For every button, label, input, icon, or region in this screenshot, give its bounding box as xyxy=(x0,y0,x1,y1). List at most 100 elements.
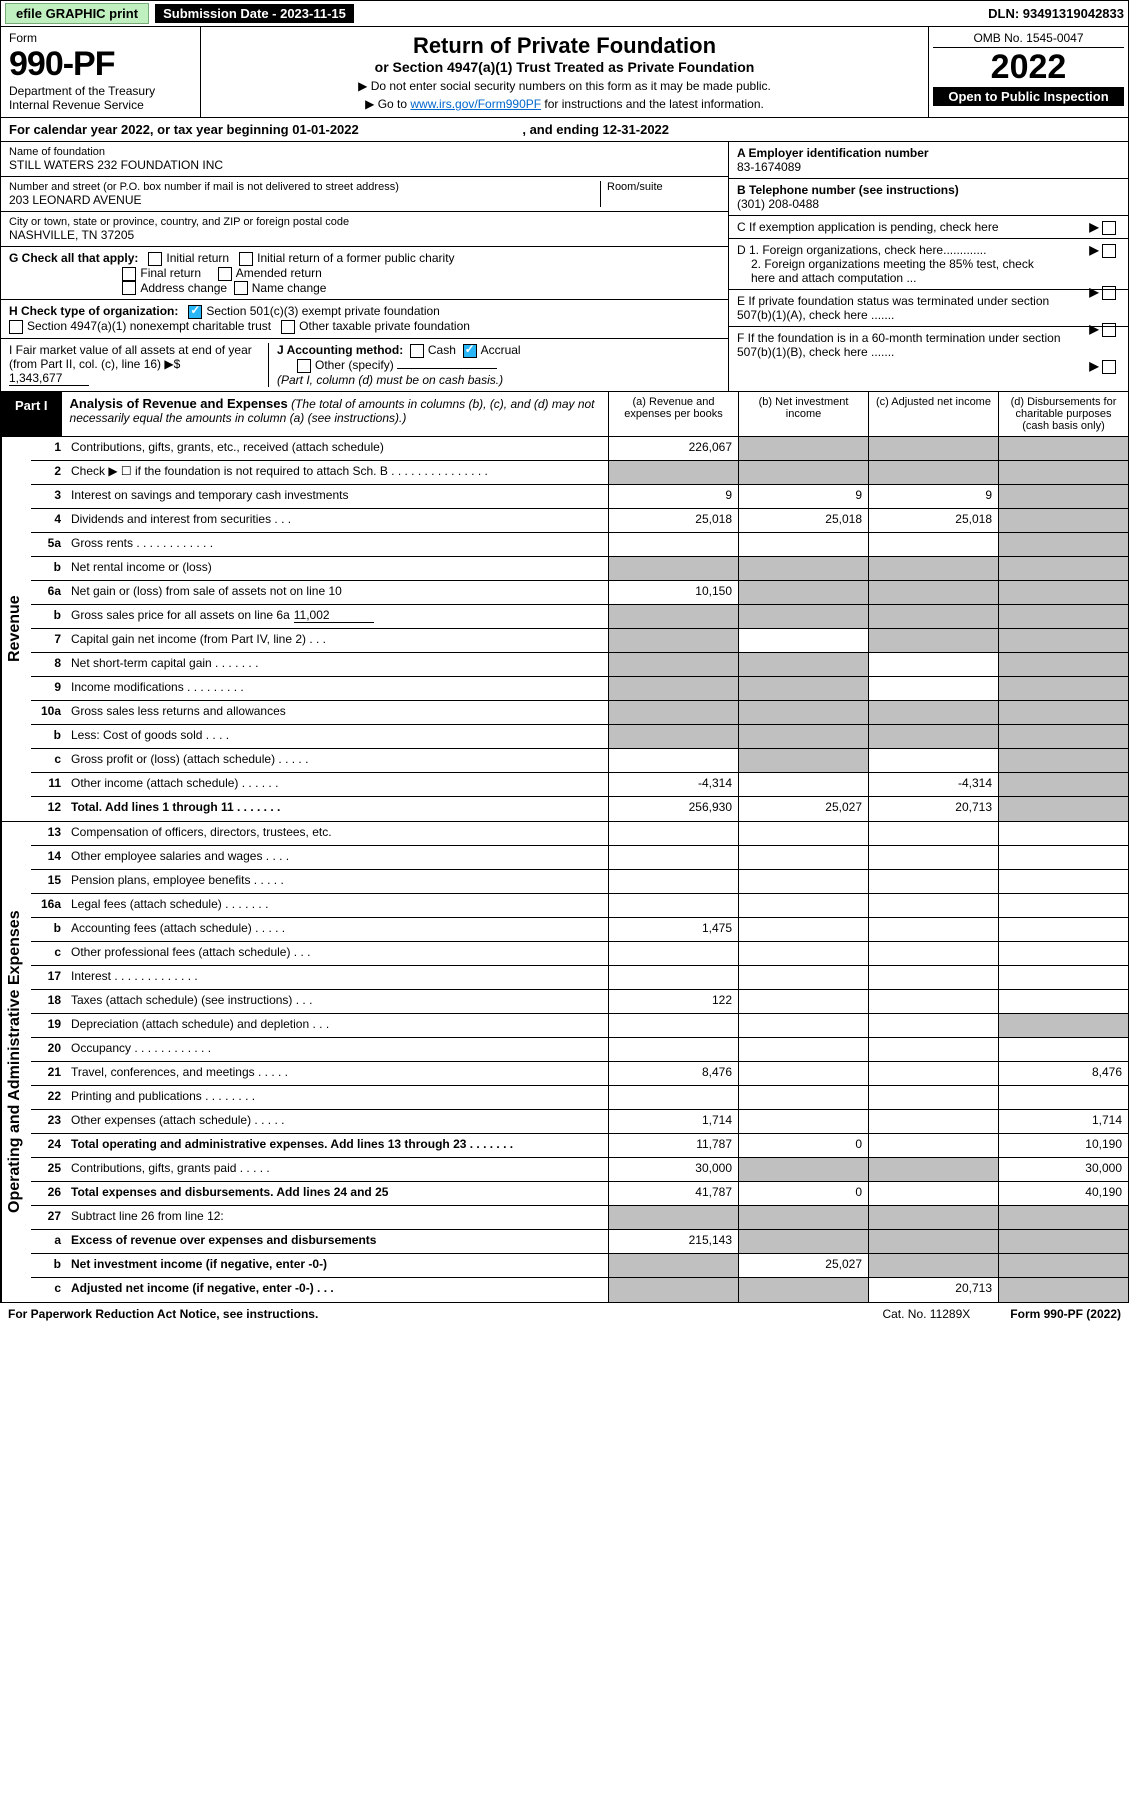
note-post: for instructions and the latest informat… xyxy=(541,97,764,111)
cell-value xyxy=(738,437,868,460)
chk-final-return[interactable] xyxy=(122,267,136,281)
row-description: Income modifications . . . . . . . . . xyxy=(67,677,608,700)
cell-value xyxy=(998,605,1128,628)
chk-initial-former[interactable] xyxy=(239,252,253,266)
cell-value xyxy=(998,1230,1128,1253)
row-number: b xyxy=(31,1254,67,1277)
cell-value xyxy=(998,918,1128,941)
department: Department of the Treasury Internal Reve… xyxy=(9,84,192,112)
chk-initial-return[interactable] xyxy=(148,252,162,266)
cell-value xyxy=(608,1206,738,1229)
table-row: 1Contributions, gifts, grants, etc., rec… xyxy=(31,437,1128,461)
table-row: 15Pension plans, employee benefits . . .… xyxy=(31,870,1128,894)
cell-value xyxy=(738,918,868,941)
row-number: 23 xyxy=(31,1110,67,1133)
chk-address-change[interactable] xyxy=(122,281,136,295)
cell-value xyxy=(738,1110,868,1133)
chk-e[interactable] xyxy=(1102,323,1116,337)
row-description: Dividends and interest from securities .… xyxy=(67,509,608,532)
chk-amended-return[interactable] xyxy=(218,267,232,281)
footer-cat: Cat. No. 11289X xyxy=(882,1307,970,1321)
row-description: Occupancy . . . . . . . . . . . . xyxy=(67,1038,608,1061)
cell-value xyxy=(868,942,998,965)
cell-value xyxy=(868,1014,998,1037)
table-row: 14Other employee salaries and wages . . … xyxy=(31,846,1128,870)
ein-label: A Employer identification number xyxy=(737,146,929,160)
cell-value xyxy=(738,1206,868,1229)
chk-c[interactable] xyxy=(1102,221,1116,235)
chk-d1[interactable] xyxy=(1102,244,1116,258)
section-j: J Accounting method: Cash Accrual Other … xyxy=(269,343,720,387)
table-row: 2Check ▶ ☐ if the foundation is not requ… xyxy=(31,461,1128,485)
cell-value xyxy=(738,942,868,965)
row-number: 27 xyxy=(31,1206,67,1229)
cell-value xyxy=(998,1014,1128,1037)
cell-value xyxy=(998,846,1128,869)
cell-value: 8,476 xyxy=(998,1062,1128,1085)
efile-print-button[interactable]: efile GRAPHIC print xyxy=(5,3,149,24)
info-section: Name of foundation STILL WATERS 232 FOUN… xyxy=(0,142,1129,392)
row-number: 17 xyxy=(31,966,67,989)
cell-value xyxy=(738,605,868,628)
open-to-public: Open to Public Inspection xyxy=(933,87,1124,106)
chk-cash[interactable] xyxy=(410,344,424,358)
chk-other-method[interactable] xyxy=(297,359,311,373)
table-row: 21Travel, conferences, and meetings . . … xyxy=(31,1062,1128,1086)
cell-value xyxy=(738,1158,868,1181)
chk-4947[interactable] xyxy=(9,320,23,334)
table-row: bAccounting fees (attach schedule) . . .… xyxy=(31,918,1128,942)
cell-value xyxy=(868,1206,998,1229)
row-description: Gross sales price for all assets on line… xyxy=(67,605,608,628)
table-row: bNet investment income (if negative, ent… xyxy=(31,1254,1128,1278)
calyear-end: 12-31-2022 xyxy=(603,122,670,137)
chk-501c3[interactable] xyxy=(188,305,202,319)
table-row: 11Other income (attach schedule) . . . .… xyxy=(31,773,1128,797)
cell-value xyxy=(998,1038,1128,1061)
cell-value: 30,000 xyxy=(608,1158,738,1181)
cell-value: 20,713 xyxy=(868,797,998,821)
cell-value xyxy=(738,773,868,796)
row-number: b xyxy=(31,918,67,941)
g-address: Address change xyxy=(140,281,227,295)
cell-value xyxy=(998,725,1128,748)
cell-value: 25,027 xyxy=(738,1254,868,1277)
cell-value xyxy=(608,677,738,700)
chk-accrual[interactable] xyxy=(463,344,477,358)
cell-value: 256,930 xyxy=(608,797,738,821)
row-number: 26 xyxy=(31,1182,67,1205)
expenses-section: Operating and Administrative Expenses 13… xyxy=(0,822,1129,1303)
table-row: 12Total. Add lines 1 through 11 . . . . … xyxy=(31,797,1128,821)
table-row: cAdjusted net income (if negative, enter… xyxy=(31,1278,1128,1302)
cell-value xyxy=(608,966,738,989)
cell-value xyxy=(738,653,868,676)
cell-value xyxy=(868,1254,998,1277)
cell-value xyxy=(868,822,998,845)
cell-value xyxy=(738,581,868,604)
cell-value xyxy=(738,629,868,652)
table-row: cOther professional fees (attach schedul… xyxy=(31,942,1128,966)
cell-value: 10,190 xyxy=(998,1134,1128,1157)
ein: 83-1674089 xyxy=(737,160,801,174)
chk-name-change[interactable] xyxy=(234,281,248,295)
cell-value xyxy=(998,990,1128,1013)
cell-value: 25,018 xyxy=(608,509,738,532)
cell-value xyxy=(998,966,1128,989)
top-bar: efile GRAPHIC print Submission Date - 20… xyxy=(0,0,1129,27)
section-e: E If private foundation status was termi… xyxy=(729,290,1128,327)
section-h: H Check type of organization: Section 50… xyxy=(1,300,728,339)
table-row: aExcess of revenue over expenses and dis… xyxy=(31,1230,1128,1254)
part1-title: Analysis of Revenue and Expenses xyxy=(70,396,288,411)
row-description: Excess of revenue over expenses and disb… xyxy=(67,1230,608,1253)
omb-number: OMB No. 1545-0047 xyxy=(933,31,1124,48)
row-description: Net investment income (if negative, ente… xyxy=(67,1254,608,1277)
section-g: G Check all that apply: Initial return I… xyxy=(1,247,728,300)
h-other: Other taxable private foundation xyxy=(299,319,470,333)
row-number: 13 xyxy=(31,822,67,845)
table-row: cGross profit or (loss) (attach schedule… xyxy=(31,749,1128,773)
chk-other-taxable[interactable] xyxy=(281,320,295,334)
chk-d2[interactable] xyxy=(1102,286,1116,300)
row-description: Accounting fees (attach schedule) . . . … xyxy=(67,918,608,941)
chk-f[interactable] xyxy=(1102,360,1116,374)
h-label: H Check type of organization: xyxy=(9,304,178,318)
instructions-link[interactable]: www.irs.gov/Form990PF xyxy=(410,97,541,111)
